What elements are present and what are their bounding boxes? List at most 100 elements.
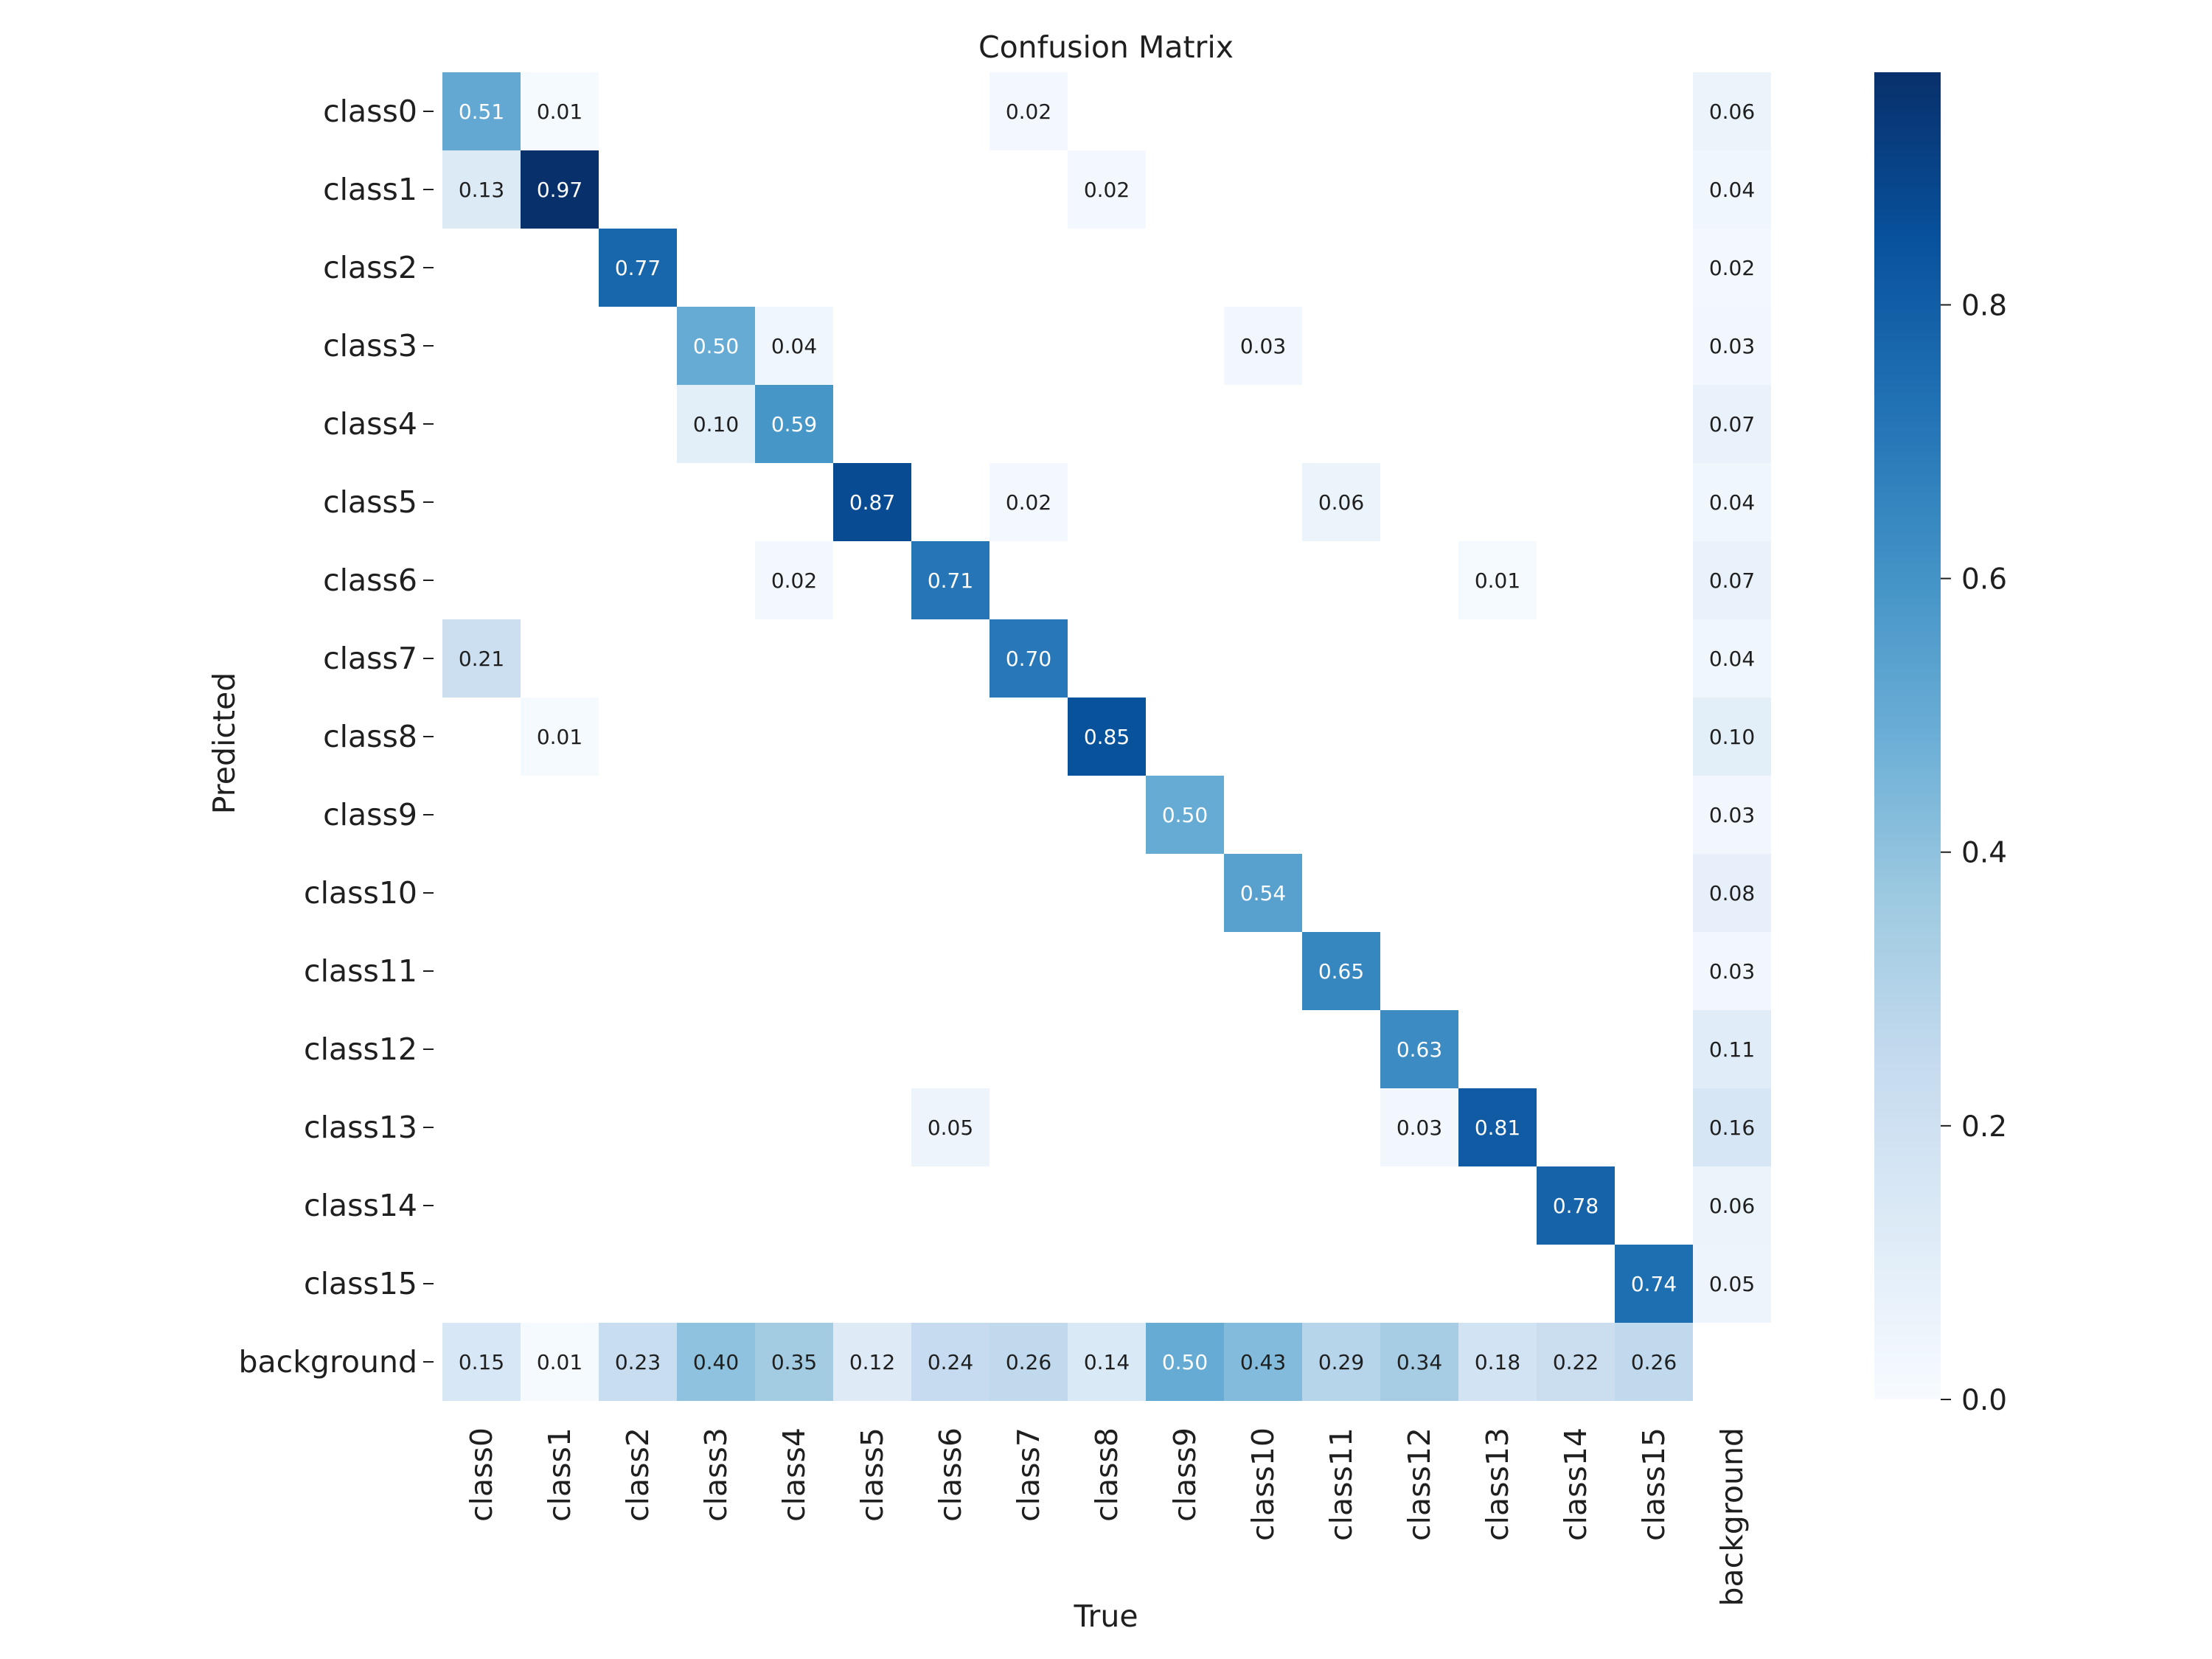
cell-value-label: 0.15 <box>459 1350 504 1374</box>
heatmap-cell <box>599 229 677 307</box>
cell-value-label: 0.78 <box>1553 1194 1599 1218</box>
colorbar-ticks: 0.0 0.2 0.4 0.6 0.8 <box>1941 289 2007 1417</box>
heatmap-cell <box>1693 1010 1771 1088</box>
cell-value-label: 0.06 <box>1709 1194 1755 1218</box>
cell-value-label: 0.12 <box>849 1350 895 1374</box>
cell-value-label: 0.23 <box>615 1350 661 1374</box>
x-tick-label: class1 <box>542 1427 577 1522</box>
colorbar-tick-label: 0.8 <box>1961 289 2007 322</box>
x-axis-title: True <box>1073 1599 1138 1634</box>
cell-value-label: 0.63 <box>1397 1037 1442 1062</box>
heatmap-cell <box>1458 1323 1537 1401</box>
heatmap-cell <box>1224 307 1302 385</box>
cell-value-label: 0.11 <box>1709 1037 1755 1062</box>
heatmap-cell <box>1693 1245 1771 1323</box>
cell-value-label: 0.50 <box>693 334 739 358</box>
y-tick-label: class3 <box>323 328 417 364</box>
heatmap-cell <box>599 1323 677 1401</box>
y-tick-label: class12 <box>304 1032 417 1067</box>
cell-value-label: 0.01 <box>537 100 582 124</box>
y-tick-label: class7 <box>323 641 417 676</box>
heatmap-cell <box>521 72 599 150</box>
heatmap-cell <box>677 307 755 385</box>
heatmap-cell <box>1302 463 1380 541</box>
y-tick-label: background <box>239 1344 418 1380</box>
cell-value-label: 0.08 <box>1709 881 1755 905</box>
cell-value-label: 0.43 <box>1240 1350 1286 1374</box>
cell-value-label: 0.59 <box>771 412 817 437</box>
y-tick-label: class5 <box>323 484 417 520</box>
cell-value-label: 0.03 <box>1709 803 1755 827</box>
cell-value-label: 0.06 <box>1709 100 1755 124</box>
cell-value-label: 0.05 <box>928 1116 973 1140</box>
cell-value-label: 0.10 <box>693 412 739 437</box>
heatmap-cell <box>521 1323 599 1401</box>
heatmap-cell <box>1146 776 1224 854</box>
heatmap-cell <box>1693 229 1771 307</box>
heatmap-cell <box>755 1323 833 1401</box>
cell-value-label: 0.04 <box>771 334 817 358</box>
y-tick-label: class2 <box>323 250 417 285</box>
y-tick-label: class14 <box>304 1188 417 1223</box>
x-tick-label: class3 <box>698 1427 734 1522</box>
cell-value-label: 0.77 <box>615 256 661 280</box>
x-tick-label: class4 <box>776 1427 812 1522</box>
cell-value-label: 0.07 <box>1709 568 1755 593</box>
cell-value-label: 0.16 <box>1709 1116 1755 1140</box>
heatmap-cell <box>442 72 521 150</box>
y-tick-label: class6 <box>323 563 417 598</box>
chart-title: Confusion Matrix <box>978 29 1234 65</box>
cell-value-label: 0.04 <box>1709 178 1755 202</box>
colorbar <box>1874 72 1941 1399</box>
heatmap-cell <box>755 541 833 619</box>
cell-value-label: 0.26 <box>1631 1350 1677 1374</box>
heatmap-cell <box>1693 1088 1771 1166</box>
cell-value-label: 0.87 <box>849 490 895 515</box>
x-tick-label: class12 <box>1402 1427 1437 1541</box>
cell-value-label: 0.03 <box>1709 959 1755 984</box>
cell-value-label: 0.02 <box>1006 100 1051 124</box>
heatmap-cell <box>1380 1088 1458 1166</box>
y-tick-label: class1 <box>323 172 417 207</box>
heatmap-cell <box>1693 541 1771 619</box>
cell-value-label: 0.40 <box>693 1350 739 1374</box>
colorbar-tick-label: 0.4 <box>1961 837 2007 870</box>
cell-value-label: 0.04 <box>1709 490 1755 515</box>
cell-value-label: 0.04 <box>1709 647 1755 671</box>
cell-value-label: 0.85 <box>1084 725 1130 749</box>
heatmap-cell <box>1302 932 1380 1010</box>
heatmap-cell <box>755 307 833 385</box>
x-tick-label: class5 <box>855 1427 890 1522</box>
cell-value-label: 0.05 <box>1709 1272 1755 1296</box>
heatmap-cell <box>1615 1245 1693 1323</box>
heatmap-cell <box>1693 463 1771 541</box>
heatmap-cell <box>1693 854 1771 932</box>
cell-value-label: 0.81 <box>1475 1116 1520 1140</box>
x-tick-label: class10 <box>1245 1427 1281 1541</box>
cell-value-label: 0.18 <box>1475 1350 1520 1374</box>
heatmap-cell <box>1380 1323 1458 1401</box>
cell-value-label: 0.03 <box>1709 334 1755 358</box>
y-tick-label: class15 <box>304 1266 417 1301</box>
cell-value-label: 0.97 <box>537 178 582 202</box>
heatmap-cell <box>1693 385 1771 463</box>
cell-value-label: 0.06 <box>1318 490 1364 515</box>
heatmap-cell <box>990 72 1068 150</box>
y-tick-label: class11 <box>304 953 417 989</box>
heatmap-cells: 0.51 0.01 0.02 0.06 0.13 0.97 0.02 0.04 0.77 0.02… <box>442 72 1771 1401</box>
heatmap-cell <box>911 1088 990 1166</box>
heatmap-cell <box>1693 307 1771 385</box>
x-tick-label: class9 <box>1167 1427 1203 1522</box>
heatmap-cell <box>1537 1166 1615 1245</box>
heatmap-cell <box>911 541 990 619</box>
cell-value-label: 0.54 <box>1240 881 1286 905</box>
heatmap-cell <box>990 463 1068 541</box>
cell-value-label: 0.10 <box>1709 725 1755 749</box>
heatmap-cell <box>442 619 521 698</box>
cell-value-label: 0.35 <box>771 1350 817 1374</box>
cell-value-label: 0.02 <box>1084 178 1130 202</box>
heatmap-cell <box>1693 1166 1771 1245</box>
heatmap-cell <box>1458 541 1537 619</box>
cell-value-label: 0.22 <box>1553 1350 1599 1374</box>
